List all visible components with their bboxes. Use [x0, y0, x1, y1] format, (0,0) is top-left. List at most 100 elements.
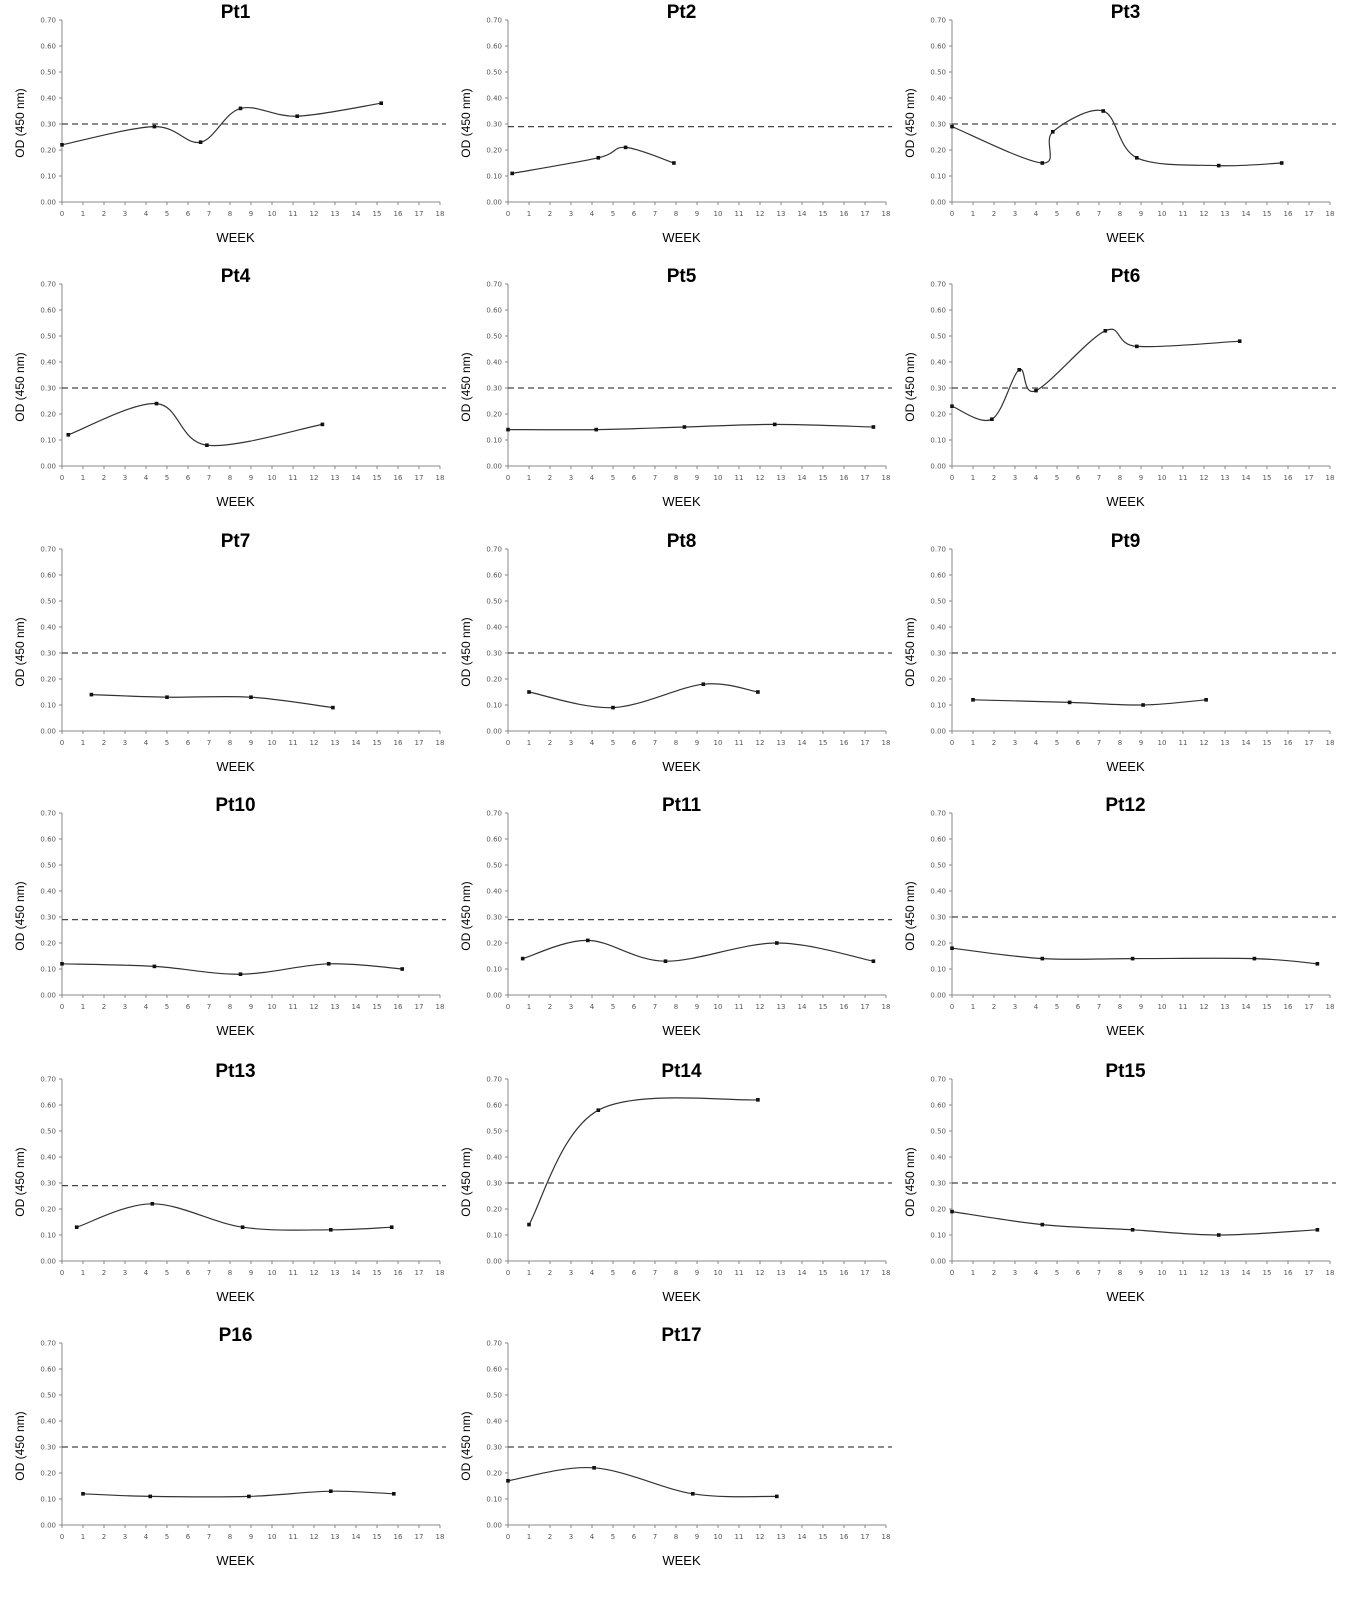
y-tick-label: 0.30 [486, 1180, 502, 1188]
series-line [91, 694, 333, 709]
chart-title: Pt14 [661, 1061, 702, 1082]
x-tick-label: 10 [714, 1533, 723, 1541]
y-tick-label: 0.50 [486, 598, 502, 606]
x-tick-label: 5 [165, 1269, 169, 1277]
x-tick-label: 10 [268, 739, 277, 747]
y-tick-label: 0.00 [40, 1522, 56, 1530]
y-tick-label: 0.60 [40, 1366, 56, 1374]
y-tick-label: 0.20 [930, 676, 946, 684]
y-tick-label: 0.00 [486, 199, 502, 207]
y-tick-label: 0.30 [40, 650, 56, 658]
data-point [596, 156, 601, 160]
data-point [331, 705, 335, 710]
x-tick-label: 9 [249, 1269, 253, 1277]
x-tick-label: 14 [798, 1003, 807, 1011]
x-axis-label: WEEK [1106, 759, 1145, 774]
y-tick-label: 0.50 [930, 333, 946, 341]
x-tick-label: 11 [735, 1003, 744, 1011]
x-tick-label: 6 [186, 739, 191, 747]
x-tick-label: 11 [735, 210, 744, 218]
data-point [520, 956, 525, 961]
y-tick-label: 0.40 [486, 1154, 502, 1162]
x-tick-label: 17 [1305, 474, 1314, 482]
x-tick-label: 13 [331, 210, 340, 218]
x-tick-label: 3 [1013, 1003, 1017, 1011]
x-tick-label: 7 [1097, 474, 1101, 482]
series-line [507, 423, 874, 431]
x-tick-label: 18 [436, 739, 445, 747]
x-tick-label: 0 [60, 1533, 64, 1541]
x-tick-label: 3 [569, 1269, 573, 1277]
y-tick-label: 0.10 [40, 173, 56, 181]
data-point [950, 404, 954, 408]
x-tick-label: 6 [186, 1269, 191, 1277]
x-tick-label: 2 [548, 474, 552, 482]
x-tick-label: 15 [1263, 1269, 1272, 1277]
data-point [329, 1489, 333, 1493]
y-tick-label: 0.60 [486, 836, 502, 844]
x-tick-label: 7 [653, 1003, 657, 1011]
x-tick-label: 16 [1284, 1269, 1293, 1277]
y-tick-label: 0.20 [40, 147, 56, 155]
y-tick-label: 0.60 [486, 1102, 502, 1110]
y-tick-label: 0.50 [40, 862, 56, 870]
x-tick-label: 0 [506, 1533, 510, 1541]
y-tick-label: 0.50 [40, 69, 56, 77]
x-tick-label: 13 [777, 1269, 786, 1277]
x-tick-label: 12 [1200, 1269, 1209, 1277]
y-tick-label: 0.20 [40, 940, 56, 948]
chart-svg: 0.000.100.200.300.400.500.600.700 1 2 3 4 5 6 7… [930, 810, 1336, 1011]
y-tick-label: 0.20 [930, 147, 946, 155]
x-tick-label: 18 [1326, 210, 1335, 218]
data-point [238, 106, 243, 111]
chart-title: Pt12 [1105, 795, 1146, 816]
chart-panel: 0.00 0.10 0.20 0.30 0.40 0.50 0.60 0.70 0 1 2 3 4 5 6 7… [454, 2, 894, 267]
y-tick-label: 0.40 [930, 888, 946, 896]
y-tick-label: 0.60 [40, 572, 56, 580]
x-tick-label: 10 [268, 1269, 277, 1277]
x-tick-label: 12 [310, 1003, 319, 1011]
data-point [1103, 329, 1108, 333]
x-tick-label: 1 [81, 739, 85, 747]
y-tick-label: 0.60 [486, 307, 502, 315]
y-tick-label: 0.00 [486, 728, 502, 736]
y-axis-label: OD (450 nm) [13, 881, 27, 951]
x-tick-label: 15 [373, 1533, 382, 1541]
x-tick-label: 18 [1326, 1269, 1335, 1277]
x-tick-label: 6 [632, 1533, 637, 1541]
x-tick-label: 18 [436, 210, 445, 218]
x-tick-label: 9 [695, 1003, 699, 1011]
x-tick-label: 8 [674, 1003, 678, 1011]
data-point [198, 140, 203, 144]
chart-panel: 0.00 0.10 0.20 0.30 0.40 0.50 0.60 0.70 0 1 2 3 4 5 6 7… [454, 1325, 894, 1590]
data-point [775, 1494, 779, 1499]
y-tick-label: 0.70 [930, 281, 946, 289]
chart-panel: 0.00 0.10 0.20 0.30 0.40 0.50 0.60 0.70 0 1 2 3 4 5 6 7… [898, 531, 1338, 796]
x-axis-label: WEEK [216, 230, 255, 245]
x-tick-label: 17 [415, 1003, 424, 1011]
x-tick-label: 6 [1076, 210, 1081, 218]
x-tick-label: 14 [1242, 474, 1251, 482]
x-tick-label: 8 [228, 1269, 232, 1277]
x-tick-label: 1 [971, 1269, 975, 1277]
x-tick-label: 11 [289, 474, 298, 482]
chart-title: Pt10 [215, 795, 256, 816]
x-tick-label: 3 [569, 1533, 573, 1541]
x-tick-label: 4 [590, 1003, 595, 1011]
x-tick-label: 9 [249, 210, 253, 218]
x-tick-label: 1 [81, 1533, 85, 1541]
x-tick-label: 0 [60, 739, 64, 747]
x-tick-label: 6 [186, 1003, 191, 1011]
x-tick-label: 10 [268, 1003, 277, 1011]
data-point [389, 1225, 394, 1229]
y-tick-label: 0.10 [930, 437, 946, 445]
y-tick-label: 0.20 [40, 676, 56, 684]
series-line [68, 402, 323, 447]
x-axis-label: WEEK [216, 1023, 255, 1038]
x-tick-label: 5 [611, 1269, 615, 1277]
data-point [1135, 344, 1139, 349]
x-axis-label: WEEK [216, 494, 255, 509]
y-axis-label: OD (450 nm) [13, 617, 27, 687]
x-tick-label: 14 [352, 1269, 361, 1277]
